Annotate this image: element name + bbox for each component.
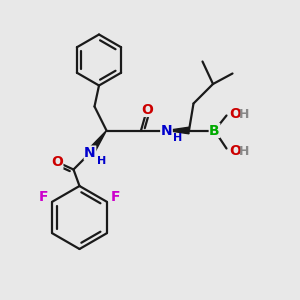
Text: H: H bbox=[97, 155, 106, 166]
Text: O: O bbox=[141, 103, 153, 116]
Text: H: H bbox=[239, 145, 250, 158]
Text: O: O bbox=[229, 144, 241, 158]
Text: H: H bbox=[173, 133, 182, 143]
Polygon shape bbox=[167, 127, 189, 134]
Polygon shape bbox=[87, 130, 106, 155]
Text: H: H bbox=[239, 108, 250, 121]
Text: O: O bbox=[51, 155, 63, 169]
Text: F: F bbox=[39, 190, 49, 204]
Text: N: N bbox=[161, 124, 172, 137]
Text: B: B bbox=[209, 124, 220, 137]
Text: O: O bbox=[229, 107, 241, 121]
Text: N: N bbox=[84, 146, 96, 160]
Text: F: F bbox=[110, 190, 120, 204]
